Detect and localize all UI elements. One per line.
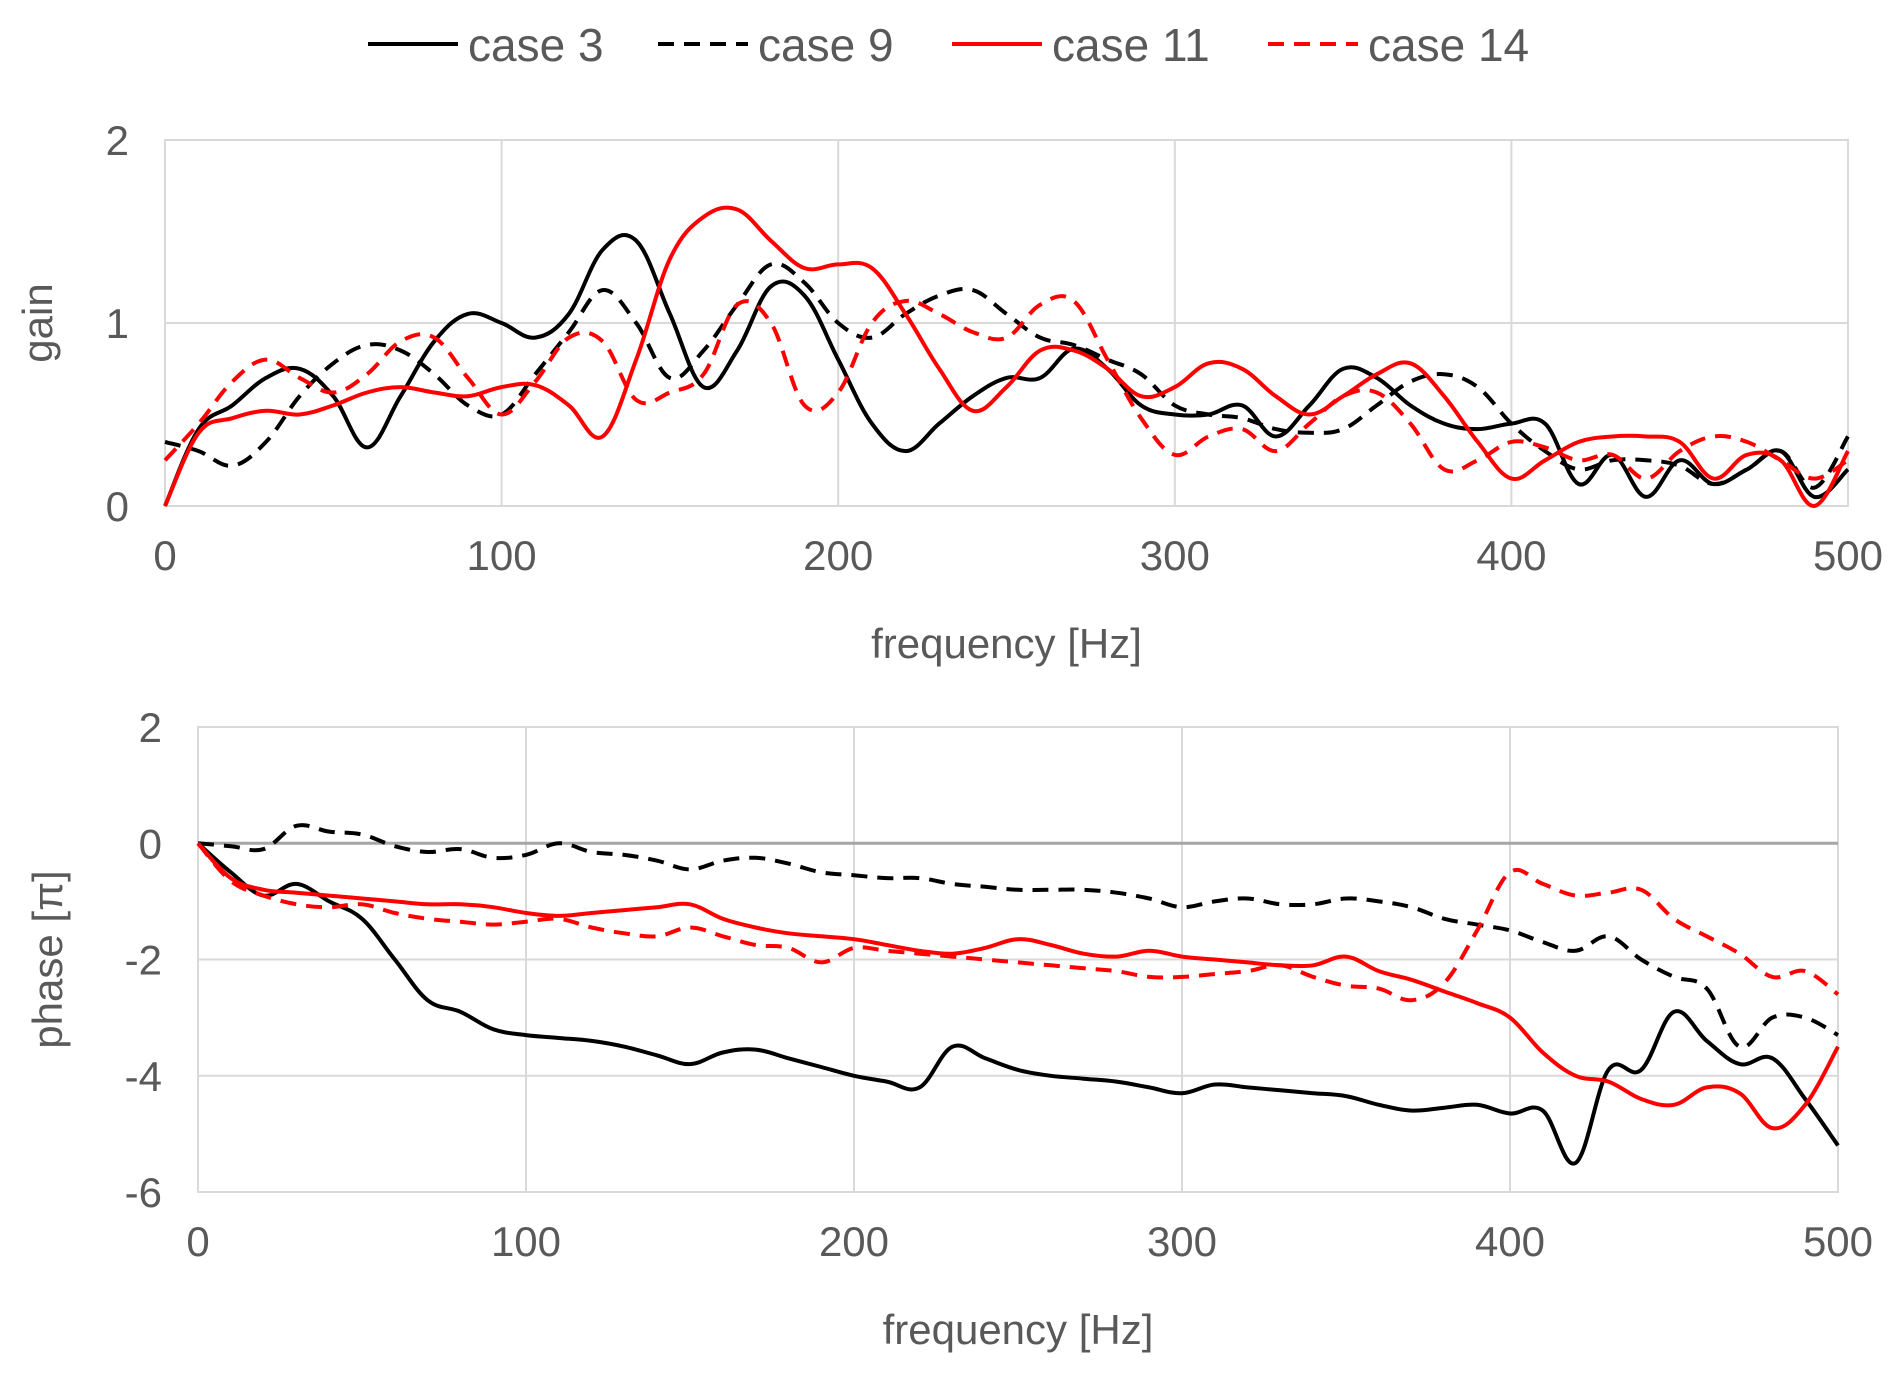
phase-ytick-label: 2 xyxy=(139,704,162,751)
phase-ytick-label: -2 xyxy=(125,937,162,984)
gain-xtick-label: 500 xyxy=(1813,532,1883,579)
gain-xtick-label: 400 xyxy=(1476,532,1546,579)
phase-series-case-11 xyxy=(196,841,1840,1131)
gain-xtick-label: 0 xyxy=(153,532,176,579)
legend: case 3 case 9 case 11 case 14 xyxy=(368,19,1529,71)
legend-entry-case-11: case 11 xyxy=(952,19,1210,71)
gain-chart: 0 100 200 300 400 500 0 1 2 frequency [Hz] gain xyxy=(14,117,1883,667)
legend-label-case-3: case 3 xyxy=(468,19,604,71)
phase-y-axis-label: phase [π] xyxy=(24,870,71,1048)
gain-xtick-label: 200 xyxy=(803,532,873,579)
phase-chart: 0 100 200 300 400 500 -6 -4 -2 0 2 frequency [Hz] ph… xyxy=(24,704,1873,1353)
legend-entry-case-9: case 9 xyxy=(658,19,894,71)
phase-ytick-label: -6 xyxy=(125,1169,162,1216)
gain-y-axis-label: gain xyxy=(14,283,61,362)
gain-series-case-9 xyxy=(164,261,1850,490)
gain-xtick-label: 300 xyxy=(1140,532,1210,579)
legend-label-case-11: case 11 xyxy=(1052,19,1210,71)
gain-xtick-label: 100 xyxy=(467,532,537,579)
legend-label-case-14: case 14 xyxy=(1368,19,1529,71)
gain-series-case-3 xyxy=(163,233,1850,507)
phase-series-case-14 xyxy=(196,841,1840,1003)
legend-label-case-9: case 9 xyxy=(758,19,894,71)
gain-series-case-11 xyxy=(163,205,1850,508)
legend-entry-case-3: case 3 xyxy=(368,19,604,71)
gain-series-case-14 xyxy=(163,294,1850,481)
phase-xtick-label: 0 xyxy=(186,1218,209,1265)
phase-xtick-label: 100 xyxy=(491,1218,561,1265)
phase-xtick-label: 300 xyxy=(1147,1218,1217,1265)
gain-ytick-label: 0 xyxy=(106,483,129,530)
phase-xtick-label: 500 xyxy=(1803,1218,1873,1265)
gain-ytick-label: 2 xyxy=(106,117,129,164)
phase-xtick-label: 400 xyxy=(1475,1218,1545,1265)
phase-x-axis-label: frequency [Hz] xyxy=(883,1306,1154,1353)
gain-ytick-label: 1 xyxy=(106,300,129,347)
legend-entry-case-14: case 14 xyxy=(1268,19,1529,71)
phase-series-case-9 xyxy=(197,823,1839,1050)
gain-x-axis-label: frequency [Hz] xyxy=(871,620,1142,667)
phase-ytick-label: 0 xyxy=(139,820,162,867)
phase-series-case-3 xyxy=(196,841,1840,1166)
phase-ytick-label: -4 xyxy=(125,1053,162,1100)
phase-xtick-label: 200 xyxy=(819,1218,889,1265)
